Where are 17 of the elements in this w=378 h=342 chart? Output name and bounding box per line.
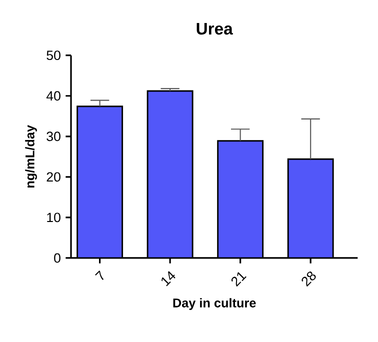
bar xyxy=(287,158,334,258)
bar xyxy=(148,91,193,258)
chart-title: Urea xyxy=(196,23,233,35)
y-tick-label: 50 xyxy=(46,50,60,60)
bar xyxy=(218,140,263,258)
x-tick-label: 21 xyxy=(231,272,246,287)
y-tick-label: 0 xyxy=(54,253,60,263)
y-axis-title: ng/mL/day xyxy=(25,125,37,188)
x-tick-label: 7 xyxy=(95,270,104,280)
y-tick-label: 30 xyxy=(46,132,60,142)
y-tick-label: 10 xyxy=(47,212,60,222)
x-axis-title: Day in culture xyxy=(173,298,256,310)
y-tick-label: 40 xyxy=(46,91,60,101)
x-tick-label: 28 xyxy=(302,272,316,287)
x-tick-label: 14 xyxy=(162,271,176,286)
bar xyxy=(77,106,122,258)
y-tick-label: 20 xyxy=(46,172,60,182)
